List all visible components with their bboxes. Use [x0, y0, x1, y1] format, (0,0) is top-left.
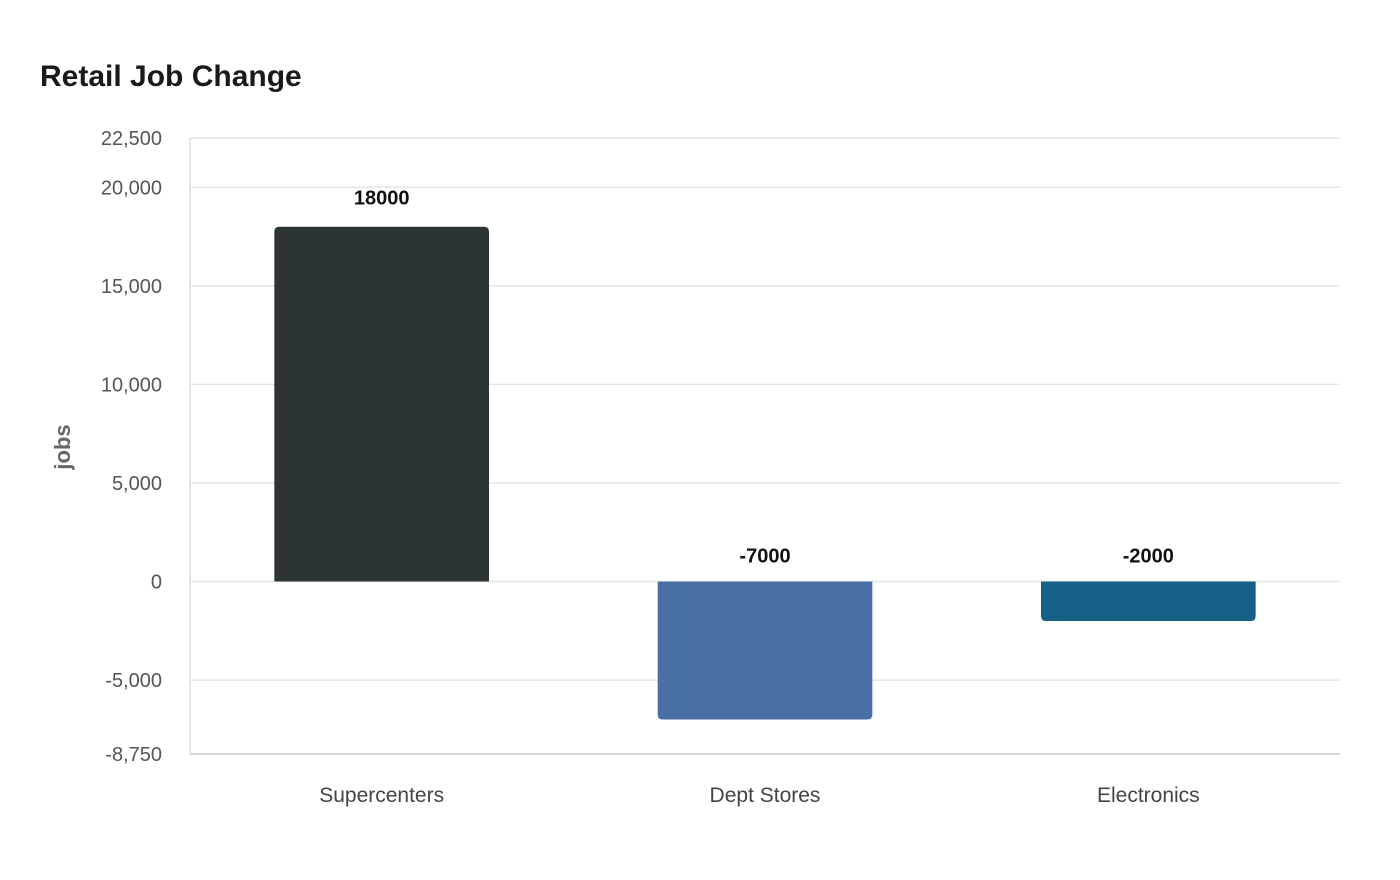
- y-tick-label: -8,750: [105, 744, 162, 766]
- data-label: -2000: [1123, 546, 1174, 568]
- y-tick-label: 0: [151, 572, 162, 594]
- bars: [274, 226, 1256, 720]
- y-tick-label: -5,000: [105, 670, 162, 692]
- y-tick-label: 15,000: [101, 276, 162, 298]
- x-category-label: Electronics: [1097, 784, 1200, 807]
- x-category-label: Supercenters: [319, 784, 444, 807]
- y-tick-label: 10,000: [101, 374, 162, 396]
- data-label: -7000: [739, 546, 790, 568]
- y-tick-label: 5,000: [112, 473, 162, 495]
- y-tick-label: 22,500: [101, 128, 162, 150]
- x-category-label: Dept Stores: [710, 784, 821, 807]
- chart-title: Retail Job Change: [40, 60, 302, 93]
- y-tick-label: 20,000: [101, 177, 162, 199]
- axes: [189, 138, 1340, 755]
- data-label: 18000: [354, 188, 410, 210]
- bar-dept-stores: [657, 581, 873, 720]
- data-labels: 18000 -7000 -2000: [354, 188, 1174, 568]
- y-tick-labels: -8,750 -5,000 0 5,000 10,000 15,000 20,000 22,5…: [101, 128, 162, 766]
- bar-supercenters: [274, 226, 489, 582]
- y-axis-title: jobs: [50, 424, 75, 470]
- bar-electronics: [1041, 581, 1256, 621]
- category-labels: Supercenters Dept Stores Electronics: [319, 784, 1199, 807]
